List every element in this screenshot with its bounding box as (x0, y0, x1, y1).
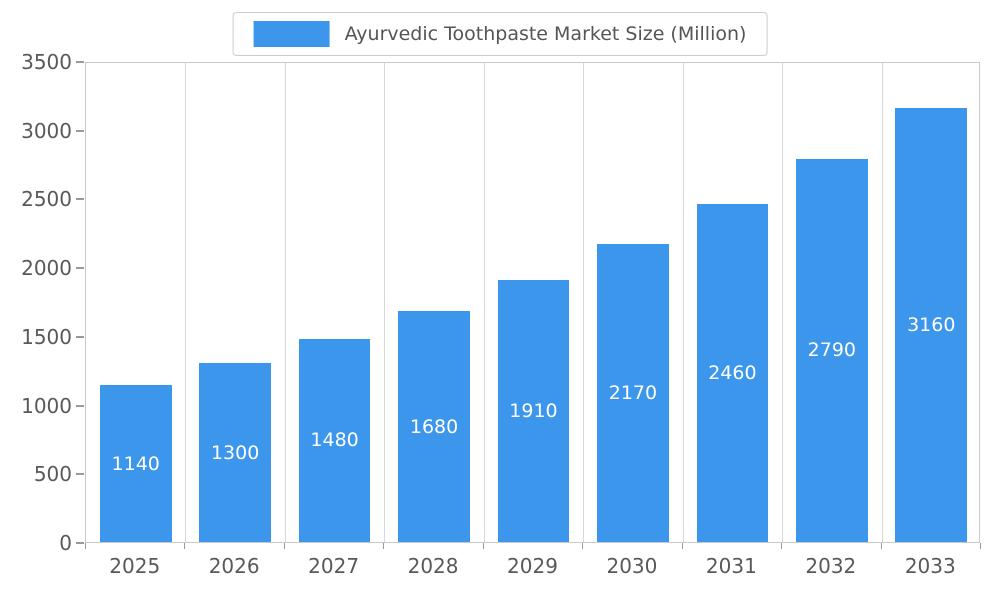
bar-value-label: 1910 (509, 399, 558, 422)
y-tick-label: 2000 (21, 256, 72, 281)
plot-area: 1140 1300 1480 1680 1910 2170 2460 2790 3160 (85, 62, 980, 543)
bar-2029: 1910 (497, 279, 570, 542)
bar-value-label: 1480 (310, 429, 359, 452)
x-tick-mark (582, 543, 584, 549)
x-tick-mark (781, 543, 783, 549)
bar-2028: 1680 (398, 311, 470, 542)
x-tick-mark (184, 543, 186, 549)
x-tick-label: 2029 (507, 554, 558, 578)
vertical-gridline (384, 63, 386, 542)
vertical-gridline (782, 63, 784, 542)
x-tick-mark (283, 543, 285, 549)
y-tick-mark (76, 542, 84, 544)
x-tick-label: 2025 (109, 554, 161, 578)
y-tick-mark (76, 61, 84, 63)
vertical-gridline (881, 63, 883, 542)
bar-2027: 1480 (298, 338, 371, 542)
x-tick-label: 2033 (904, 554, 956, 578)
x-tick-mark (880, 543, 882, 549)
bar-2031: 2460 (696, 203, 769, 542)
x-tick-label: 2030 (606, 554, 658, 578)
y-tick-label: 1000 (21, 393, 72, 418)
legend: Ayurvedic Toothpaste Market Size (Millio… (232, 12, 768, 56)
bar-value-label: 2170 (608, 381, 658, 404)
x-tick-label: 2032 (805, 554, 857, 578)
bar-value-label: 2460 (708, 361, 757, 384)
x-tick-mark (681, 543, 683, 549)
vertical-gridline (185, 63, 187, 542)
bar-value-label: 1300 (210, 441, 260, 464)
y-tick-mark (76, 198, 84, 201)
bar-2030: 2170 (597, 243, 669, 542)
x-tick-label: 2028 (407, 554, 459, 578)
bar-2026: 1300 (199, 363, 271, 542)
bar-value-label: 2790 (807, 339, 856, 362)
bar-2033: 3160 (895, 107, 968, 542)
x-tick-mark (85, 543, 86, 549)
bar-value-label: 1680 (409, 415, 459, 438)
legend-swatch (253, 21, 330, 47)
y-tick-label: 3000 (21, 118, 72, 143)
x-tick-label: 2026 (208, 554, 260, 578)
x-tick-mark (383, 543, 385, 549)
x-tick-mark (980, 543, 981, 549)
bar-value-label: 1140 (111, 452, 160, 475)
bar-2032: 2790 (796, 158, 868, 542)
y-tick-mark (76, 404, 84, 407)
y-tick-mark (76, 267, 84, 270)
bar-value-label: 3160 (907, 313, 956, 336)
y-tick-mark (76, 473, 84, 476)
y-tick-label: 1500 (21, 324, 72, 349)
vertical-gridline (483, 63, 485, 542)
y-tick-label: 0 (59, 531, 72, 555)
y-tick-mark (76, 335, 84, 338)
y-tick-label: 3500 (21, 50, 72, 74)
bar-2025: 1140 (99, 385, 172, 542)
y-tick-mark (76, 129, 84, 132)
vertical-gridline (583, 63, 585, 542)
x-tick-label: 2027 (308, 554, 360, 578)
x-tick-label: 2031 (705, 554, 757, 578)
y-tick-label: 500 (33, 462, 72, 487)
y-tick-label: 2500 (21, 187, 72, 212)
x-tick-mark (482, 543, 484, 549)
vertical-gridline (284, 63, 286, 542)
vertical-gridline (682, 63, 684, 542)
legend-label: Ayurvedic Toothpaste Market Size (Millio… (344, 23, 747, 45)
